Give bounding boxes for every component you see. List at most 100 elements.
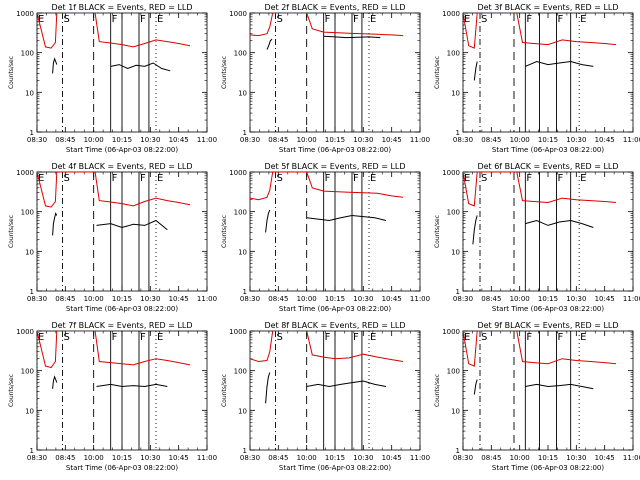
y-tick-label: 100 — [234, 368, 247, 376]
x-tick-label: 08:30 — [27, 295, 47, 303]
y-axis-label: Counts/sec — [434, 215, 441, 248]
chart-title: Det 4f BLACK = Events, RED = LLD — [51, 162, 192, 171]
x-tick-label: 10:45 — [382, 295, 402, 303]
x-tick-label: 10:30 — [353, 295, 373, 303]
chart-title: Det 6f BLACK = Events, RED = LLD — [477, 162, 618, 171]
lld-series-line — [250, 13, 404, 37]
y-tick-label: 10 — [25, 407, 34, 415]
x-tick-label: 10:45 — [382, 454, 402, 462]
x-tick-label: 10:00 — [297, 454, 317, 462]
marker-label: E — [38, 173, 44, 184]
y-axis-label: Counts/sec — [8, 56, 15, 89]
marker-label: F — [325, 332, 331, 343]
x-tick-label: 10:15 — [325, 454, 345, 462]
series-group — [250, 13, 404, 50]
x-tick-label: 08:45 — [268, 136, 288, 144]
chart-title: Det 7f BLACK = Events, RED = LLD — [51, 321, 192, 330]
series-group — [463, 13, 617, 81]
marker-label: F — [112, 14, 118, 25]
x-tick-label: 08:30 — [240, 136, 260, 144]
x-axis-label: Start Time (06-Apr-03 08:22:00) — [279, 305, 391, 313]
x-tick-label: 11:00 — [410, 136, 430, 144]
x-tick-label: 08:45 — [55, 136, 75, 144]
marker-label: E — [464, 173, 470, 184]
y-tick-label: 10 — [451, 248, 460, 256]
chart-title: Det 9f BLACK = Events, RED = LLD — [477, 321, 618, 330]
marker-label: E — [157, 173, 163, 184]
x-tick-label: 11:00 — [623, 295, 640, 303]
marker-label: F — [140, 173, 146, 184]
series-group — [37, 13, 191, 74]
lld-series-line — [463, 331, 617, 367]
x-tick-label: 08:45 — [55, 454, 75, 462]
x-tick-label: 10:15 — [538, 454, 558, 462]
lld-series-line — [463, 13, 617, 49]
series-group — [463, 172, 617, 245]
y-tick-label: 1000 — [229, 328, 247, 336]
y-tick-label: 1 — [30, 447, 34, 455]
marker-label: F — [558, 332, 564, 343]
marker-label: F — [526, 173, 532, 184]
y-tick-label: 1 — [30, 129, 34, 137]
lld-series-line — [463, 172, 617, 207]
events-series-line — [266, 38, 273, 50]
lld-series-line — [37, 13, 191, 49]
events-series-line — [525, 219, 594, 228]
marker-label: E — [370, 173, 376, 184]
x-tick-label: 10:00 — [84, 454, 104, 462]
marker-label: S — [481, 14, 487, 25]
y-tick-label: 100 — [234, 50, 247, 58]
marker-label: F — [112, 332, 118, 343]
y-tick-label: 10 — [25, 248, 34, 256]
y-tick-label: 100 — [447, 50, 460, 58]
x-tick-label: 10:15 — [112, 295, 132, 303]
chart-title: Det 5f BLACK = Events, RED = LLD — [264, 162, 405, 171]
x-tick-label: 08:45 — [481, 454, 501, 462]
events-series-line — [265, 209, 271, 233]
x-tick-label: 10:45 — [169, 136, 189, 144]
lld-series-line — [37, 172, 191, 208]
x-tick-label: 10:00 — [510, 136, 530, 144]
plot-frame — [462, 171, 634, 292]
events-series-line — [96, 219, 168, 231]
chart-panel-1: Det 1f BLACK = Events, RED = LLD Counts/s… — [8, 3, 217, 154]
x-axis-label: Start Time (06-Apr-03 08:22:00) — [492, 305, 604, 313]
marker-label: E — [38, 14, 44, 25]
y-axis-label: Counts/sec — [221, 374, 228, 407]
chart-panel-2: Det 2f BLACK = Events, RED = LLD Counts/s… — [221, 3, 430, 154]
x-axis-label: Start Time (06-Apr-03 08:22:00) — [492, 146, 604, 154]
y-tick-label: 10 — [451, 89, 460, 97]
marker-label: S — [64, 332, 70, 343]
y-tick-label: 10 — [25, 89, 34, 97]
x-tick-label: 11:00 — [623, 136, 640, 144]
x-tick-label: 11:00 — [197, 136, 217, 144]
x-tick-label: 08:45 — [55, 295, 75, 303]
marker-label: E — [464, 14, 470, 25]
marker-label: E — [580, 332, 586, 343]
x-tick-label: 10:00 — [84, 136, 104, 144]
y-tick-label: 1 — [243, 288, 247, 296]
x-tick-label: 08:30 — [240, 454, 260, 462]
chart-panel-5: Det 5f BLACK = Events, RED = LLD Counts/s… — [221, 162, 430, 313]
marker-label: E — [157, 332, 163, 343]
events-series-line — [96, 383, 168, 388]
marker-label: S — [481, 332, 487, 343]
y-tick-label: 1000 — [16, 10, 34, 18]
y-tick-label: 1000 — [229, 10, 247, 18]
chart-title: Det 1f BLACK = Events, RED = LLD — [51, 3, 192, 12]
y-axis-label: Counts/sec — [434, 374, 441, 407]
y-tick-label: 100 — [447, 209, 460, 217]
x-tick-label: 11:00 — [197, 295, 217, 303]
marker-label: S — [277, 173, 283, 184]
y-tick-label: 1 — [456, 129, 460, 137]
series-group — [37, 172, 191, 236]
y-tick-label: 100 — [234, 209, 247, 217]
chart-panel-9: Det 9f BLACK = Events, RED = LLD Counts/s… — [434, 321, 640, 472]
y-tick-label: 1 — [456, 288, 460, 296]
series-group — [463, 331, 617, 395]
x-tick-label: 10:15 — [112, 454, 132, 462]
marker-label: F — [353, 332, 359, 343]
x-tick-label: 11:00 — [410, 295, 430, 303]
x-tick-label: 10:30 — [140, 295, 160, 303]
